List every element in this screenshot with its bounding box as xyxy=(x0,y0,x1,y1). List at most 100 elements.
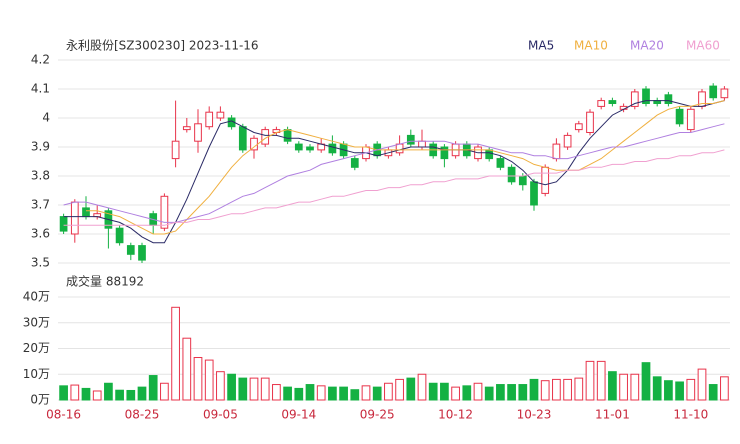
legend-label: MA60 xyxy=(686,39,720,53)
volume-bar xyxy=(238,377,248,401)
candle-body xyxy=(306,146,314,151)
volume-bar xyxy=(283,386,292,401)
volume-bar xyxy=(104,382,113,401)
x-tick-label: 09-05 xyxy=(203,408,238,422)
volume-bar xyxy=(563,378,572,401)
candle-body xyxy=(160,195,169,229)
volume-bar xyxy=(675,381,684,401)
volume-bar xyxy=(384,382,393,401)
volume-bar xyxy=(552,378,561,401)
candle-body xyxy=(440,146,449,160)
candle-body xyxy=(59,216,68,232)
y-tick-label: 4.1 xyxy=(31,82,50,96)
candle-body xyxy=(709,85,718,99)
volume-bar xyxy=(697,368,707,401)
volume-bar xyxy=(216,371,225,401)
volume-tick-label: 0万 xyxy=(30,393,50,407)
volume-bar xyxy=(204,359,214,401)
candle-body xyxy=(350,158,359,168)
volume-bar xyxy=(428,382,438,401)
y-tick-label: 3.8 xyxy=(31,169,50,183)
legend-label: MA5 xyxy=(528,39,554,53)
volume-bar xyxy=(619,373,628,401)
candle-body xyxy=(675,108,684,125)
volume-tick-label: 20万 xyxy=(23,341,50,355)
candle-body xyxy=(194,123,202,142)
candle-body xyxy=(138,245,146,261)
candle-body xyxy=(597,100,606,107)
volume-bar xyxy=(641,362,651,401)
candle-body xyxy=(283,129,292,142)
volume-bar xyxy=(720,376,729,401)
candle-body xyxy=(205,111,214,128)
candle-body xyxy=(686,108,695,131)
candle-body xyxy=(216,111,225,119)
candle-body xyxy=(496,158,505,168)
y-tick-label: 3.9 xyxy=(31,140,50,154)
volume-bar xyxy=(417,373,427,401)
volume-bar xyxy=(462,385,472,401)
candle-body xyxy=(328,143,337,154)
volume-bar xyxy=(305,384,315,401)
volume-bar xyxy=(361,385,371,401)
candle-body xyxy=(182,126,191,131)
volume-bar xyxy=(540,380,550,401)
candle-body xyxy=(485,149,494,160)
y-tick-label: 3.6 xyxy=(31,227,50,241)
candle-body xyxy=(518,175,527,186)
y-tick-label: 4.2 xyxy=(31,53,50,67)
candle-body xyxy=(586,111,594,133)
volume-bar xyxy=(574,377,584,401)
candle-body xyxy=(574,123,583,131)
volume-bar xyxy=(148,375,158,401)
volume-bar xyxy=(596,360,606,401)
volume-tick-label: 30万 xyxy=(23,315,50,329)
candle-body xyxy=(541,166,550,194)
x-tick-label: 10-23 xyxy=(517,408,552,422)
volume-tick-label: 10万 xyxy=(23,367,50,381)
volume-bar xyxy=(451,386,460,401)
volume-bar xyxy=(126,389,136,401)
volume-bar xyxy=(585,360,595,401)
volume-bar xyxy=(630,373,640,401)
volume-bar xyxy=(406,377,416,401)
volume-bar xyxy=(249,377,259,401)
volume-bar xyxy=(137,386,147,401)
volume-bar xyxy=(652,376,662,401)
x-tick-label: 11-01 xyxy=(595,408,630,422)
volume-bar xyxy=(81,387,91,401)
volume-bar xyxy=(294,387,304,401)
candle-body xyxy=(171,140,180,160)
candle-body xyxy=(395,143,404,154)
volume-bar xyxy=(316,385,326,401)
volume-bar xyxy=(484,386,494,401)
volume-bar xyxy=(115,389,124,401)
volume-bar xyxy=(529,378,539,401)
volume-bar xyxy=(171,306,180,401)
x-tick-label: 08-16 xyxy=(46,408,81,422)
volume-bar xyxy=(272,384,281,401)
candle-body xyxy=(406,134,415,145)
legend-label: MA20 xyxy=(630,39,664,53)
volume-bar xyxy=(395,378,404,401)
candle-body xyxy=(250,137,258,151)
x-tick-label: 09-14 xyxy=(281,408,316,422)
candle-body xyxy=(720,88,729,99)
candle-body xyxy=(563,134,572,148)
chart-title: 永利股份[SZ300230] 2023-11-16 xyxy=(66,39,259,53)
ma-line xyxy=(63,149,725,226)
volume-bar xyxy=(59,385,68,401)
volume-bar xyxy=(608,371,617,401)
ma-line xyxy=(63,100,725,244)
volume-bar xyxy=(182,337,192,401)
candle-body xyxy=(507,166,516,183)
candle-body xyxy=(126,245,135,255)
legend-label: MA10 xyxy=(574,39,608,53)
x-tick-label: 09-25 xyxy=(360,408,395,422)
volume-bar xyxy=(686,378,696,401)
candle-body xyxy=(552,143,561,160)
volume-bar xyxy=(260,377,270,401)
volume-bar xyxy=(496,384,505,401)
